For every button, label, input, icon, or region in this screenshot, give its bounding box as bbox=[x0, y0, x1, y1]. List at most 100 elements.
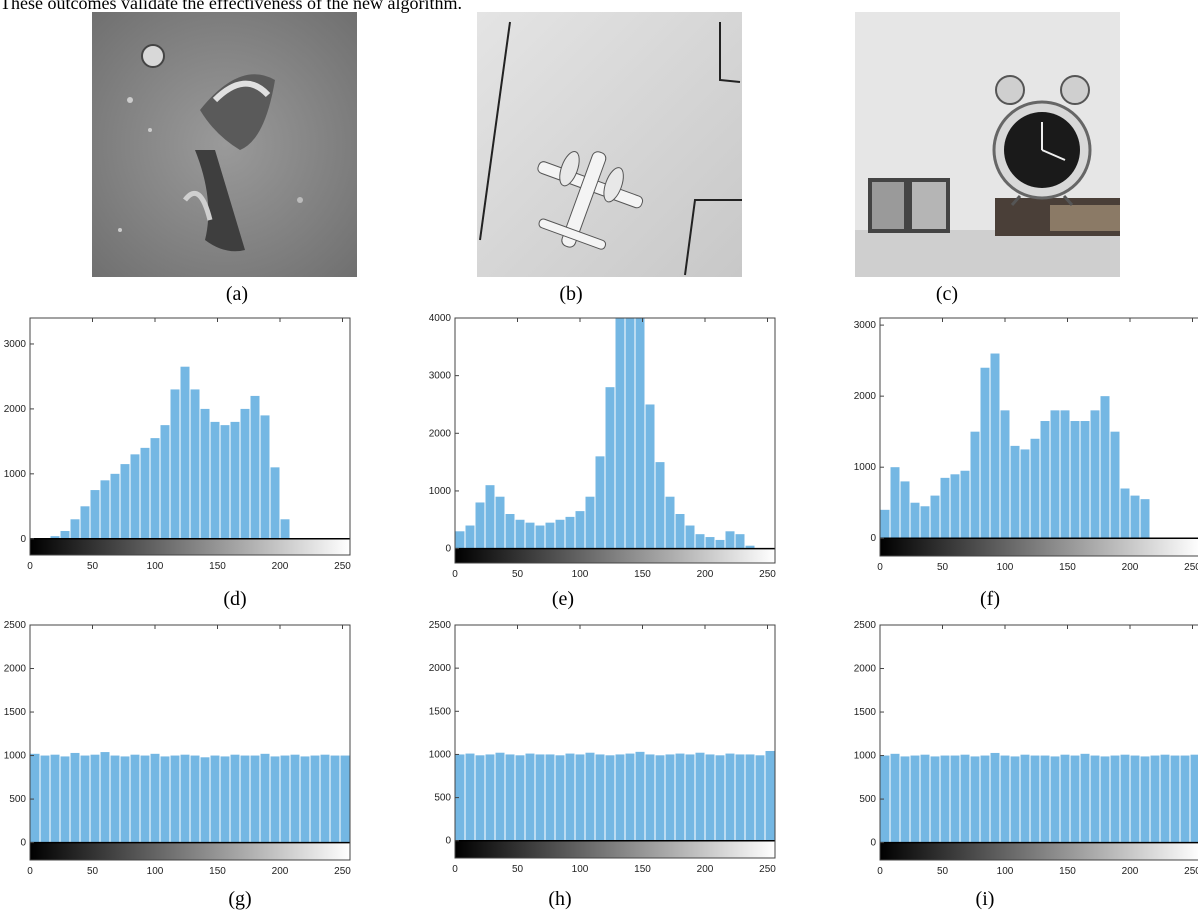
bar bbox=[1141, 756, 1150, 842]
bar bbox=[91, 755, 100, 843]
bar bbox=[686, 526, 695, 549]
bar bbox=[251, 396, 260, 539]
bar bbox=[271, 467, 280, 538]
bar bbox=[891, 467, 900, 538]
x-tick-label: 100 bbox=[997, 866, 1014, 877]
bar bbox=[1001, 756, 1010, 843]
bar bbox=[466, 526, 475, 549]
bar bbox=[496, 497, 505, 549]
bar bbox=[291, 755, 300, 843]
bar bbox=[476, 755, 485, 840]
bar bbox=[656, 755, 665, 840]
caption: (a) bbox=[226, 283, 248, 305]
x-tick-label: 250 bbox=[759, 569, 776, 580]
bar bbox=[726, 531, 735, 548]
y-tick-label: 2000 bbox=[854, 664, 877, 675]
bar bbox=[1111, 432, 1120, 539]
bar bbox=[1011, 446, 1020, 538]
bar bbox=[636, 318, 645, 549]
bar bbox=[141, 756, 150, 843]
bar bbox=[131, 755, 140, 843]
bar bbox=[1051, 410, 1060, 538]
x-tick-label: 250 bbox=[1184, 866, 1198, 877]
bar bbox=[486, 485, 495, 548]
bar bbox=[1091, 756, 1100, 843]
y-tick-label: 0 bbox=[20, 838, 26, 849]
bar bbox=[241, 756, 250, 843]
bar bbox=[526, 754, 535, 841]
x-tick-label: 200 bbox=[1122, 866, 1139, 877]
x-tick-label: 200 bbox=[272, 866, 289, 877]
bar bbox=[221, 756, 230, 842]
y-tick-label: 500 bbox=[859, 794, 876, 805]
bar bbox=[901, 481, 910, 538]
bar bbox=[111, 474, 120, 539]
bar bbox=[891, 754, 900, 843]
y-tick-label: 500 bbox=[434, 793, 451, 804]
bar bbox=[596, 456, 605, 548]
bar bbox=[921, 755, 930, 843]
bar bbox=[1071, 421, 1080, 538]
bar bbox=[1081, 421, 1090, 538]
x-tick-label: 100 bbox=[147, 561, 164, 572]
y-tick-label: 1500 bbox=[854, 707, 877, 718]
x-tick-label: 150 bbox=[1059, 562, 1076, 573]
bar bbox=[556, 520, 565, 549]
bar bbox=[1051, 756, 1060, 842]
bar bbox=[676, 514, 685, 549]
bar bbox=[211, 756, 220, 843]
y-tick-label: 2000 bbox=[4, 664, 27, 675]
x-tick-label: 200 bbox=[697, 864, 714, 875]
bar bbox=[586, 497, 595, 549]
bar bbox=[626, 754, 635, 841]
bar bbox=[271, 756, 280, 842]
bar bbox=[961, 471, 970, 538]
y-tick-label: 2000 bbox=[4, 404, 27, 415]
x-tick-label: 100 bbox=[572, 864, 589, 875]
bar bbox=[686, 754, 695, 840]
y-tick-label: 1000 bbox=[429, 749, 452, 760]
bar bbox=[971, 432, 980, 539]
histogram-panel: 05001000150020002500050100150200250(i) bbox=[854, 620, 1198, 910]
bar bbox=[746, 754, 755, 840]
x-tick-label: 0 bbox=[27, 866, 33, 877]
bar bbox=[486, 754, 495, 840]
bar bbox=[951, 756, 960, 843]
bar bbox=[1001, 410, 1010, 538]
bar bbox=[231, 755, 240, 843]
bar bbox=[516, 755, 525, 840]
bar bbox=[141, 448, 150, 539]
image-b bbox=[477, 12, 742, 277]
x-tick-label: 250 bbox=[759, 864, 776, 875]
y-tick-label: 1000 bbox=[429, 486, 452, 497]
bar bbox=[881, 510, 890, 538]
bar bbox=[1171, 756, 1180, 843]
bar bbox=[566, 517, 575, 549]
y-tick-label: 1000 bbox=[854, 751, 877, 762]
bar bbox=[616, 318, 625, 549]
bar bbox=[341, 756, 350, 843]
bar bbox=[636, 752, 645, 841]
bar bbox=[61, 531, 70, 539]
body-text: These outcomes validate the effectivenes… bbox=[0, 0, 462, 13]
x-tick-label: 150 bbox=[209, 866, 226, 877]
x-tick-label: 150 bbox=[209, 561, 226, 572]
bar bbox=[61, 756, 70, 842]
y-tick-label: 2000 bbox=[429, 428, 452, 439]
y-tick-label: 500 bbox=[9, 794, 26, 805]
y-tick-label: 3000 bbox=[429, 371, 452, 382]
histogram-panel: 0100020003000050100150200250(f) bbox=[854, 318, 1198, 610]
bar bbox=[706, 754, 715, 840]
colorbar bbox=[30, 843, 350, 860]
colorbar bbox=[880, 843, 1198, 860]
bar bbox=[676, 754, 685, 841]
bar bbox=[71, 753, 80, 843]
bar bbox=[281, 519, 290, 538]
bar bbox=[331, 756, 340, 843]
bar bbox=[281, 756, 290, 843]
bar bbox=[1111, 756, 1120, 843]
bar bbox=[181, 755, 190, 843]
bar bbox=[191, 756, 200, 843]
y-tick-label: 3000 bbox=[854, 320, 877, 331]
